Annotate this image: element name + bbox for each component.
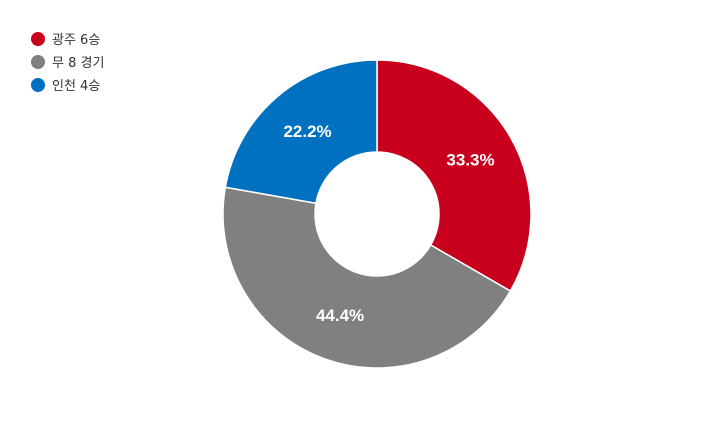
donut-slice-gwangju[interactable] (376, 59, 532, 293)
donut-slice-incheon[interactable] (224, 59, 378, 205)
slice-label-draw: 44.4% (316, 306, 364, 325)
legend-item-incheon[interactable]: 인천 4승 (31, 73, 104, 96)
slice-label-incheon: 22.2% (283, 122, 331, 141)
legend-item-draw[interactable]: 무 8 경기 (31, 50, 104, 73)
legend-swatch-gwangju (31, 31, 45, 46)
legend-label-incheon: 인천 4승 (52, 79, 101, 94)
chart-legend: 광주 6승 무 8 경기 인천 4승 (31, 27, 104, 96)
slice-label-gwangju: 33.3% (446, 151, 494, 170)
legend-item-gwangju[interactable]: 광주 6승 (31, 27, 104, 50)
legend-label-draw: 무 8 경기 (52, 56, 105, 71)
legend-label-gwangju: 광주 6승 (52, 33, 101, 48)
donut-slice-draw[interactable] (222, 186, 512, 369)
legend-swatch-draw (31, 54, 45, 69)
legend-swatch-incheon (31, 77, 45, 92)
